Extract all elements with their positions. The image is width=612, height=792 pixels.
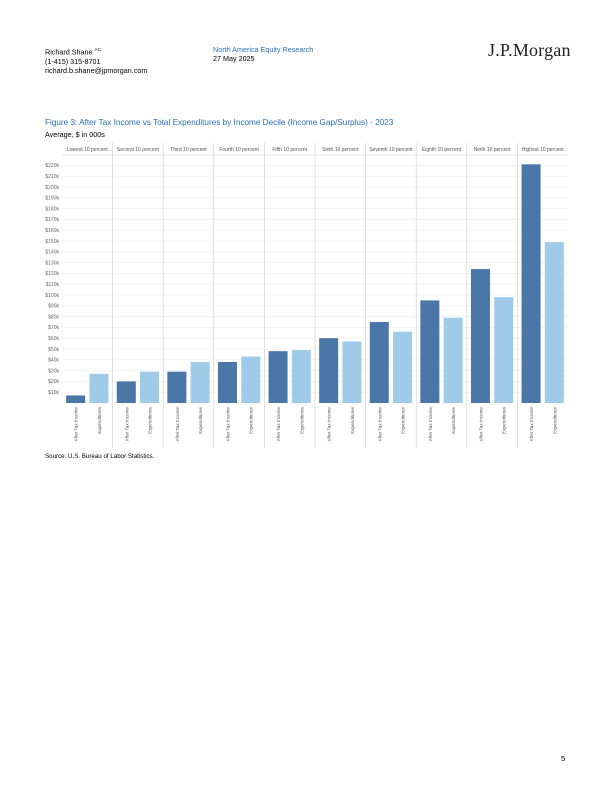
bar-expenditures [140,371,160,403]
y-tick-label: $220k [45,163,59,169]
bar-category-label: Expenditures [148,406,153,434]
group-label: Sixth 10 percent [322,147,359,153]
group-label: Ninth 10 percent [474,147,511,153]
y-tick-label: $40k [48,358,59,364]
y-tick-label: $150k [45,239,59,245]
bar-after-tax-income [167,371,187,403]
bar-after-tax-income [319,338,339,403]
bar-category-label: After Tax Income [428,407,433,442]
y-tick-label: $60k [48,336,59,342]
bar-expenditures [544,242,564,403]
bar-category-label: After Tax Income [175,407,180,442]
y-tick-label: $20k [48,379,59,385]
y-tick-label: $200k [45,185,59,191]
bar-category-label: Expenditures [502,406,507,434]
group-label: Fifth 10 percent [272,147,307,153]
report-block: North America Equity Research 27 May 202… [213,45,313,63]
report-name: North America Equity Research [213,45,314,54]
author-phone: (1-415) 315-8701 [45,56,101,66]
bar-after-tax-income [521,164,541,403]
y-tick-label: $100k [45,293,59,299]
y-tick-label: $110k [46,282,60,288]
source-note: Source: U.S. Bureau of Labor Statistics. [45,453,155,460]
bar-after-tax-income [217,361,237,403]
author-name: Richard Shane [45,47,93,57]
y-tick-label: $70k [48,325,59,331]
bar-category-label: After Tax Income [74,407,79,442]
bar-category-label: After Tax Income [327,407,332,442]
y-tick-label: $120k [45,271,59,277]
bar-after-tax-income [66,395,86,403]
y-tick-label: $90k [48,304,59,310]
bar-expenditures [89,373,109,403]
bar-category-label: After Tax Income [276,407,281,442]
bar-category-label: After Tax Income [225,407,230,442]
bar-expenditures [443,317,463,403]
bar-expenditures [291,350,311,403]
bar-category-label: After Tax Income [478,407,483,442]
report-date: 27 May 2025 [213,54,255,64]
bar-category-label: Expenditures [401,406,406,434]
figure-subtitle: Average, $ in 000s [45,130,105,139]
author-block: Richard Shane AC (1-415) 315-8701 richar… [45,45,147,75]
income-expenditure-chart: $10k $20k $30k $40k $50k $60k $70k $80k $90k $100… [45,143,568,448]
y-tick-label: $130k [45,260,59,266]
bar-category-label: Expenditures [552,406,557,434]
bar-after-tax-income [470,269,490,403]
y-tick-label: $50k [48,347,59,353]
y-tick-label: $30k [48,368,59,374]
group-label: Third 10 percent [170,147,207,153]
group-label: Second 10 percent [117,147,160,153]
bar-expenditures [190,361,210,403]
group-label: Fourth 10 percent [219,147,259,153]
y-tick-label: $210k [45,174,59,180]
group-label: Eighth 10 percent [422,147,462,153]
bar-category-label: After Tax Income [124,407,129,442]
bar-category-label: Expenditures [198,406,203,434]
bar-category-label: Expenditures [451,406,456,434]
bar-after-tax-income [116,381,136,403]
bar-after-tax-income [369,322,389,403]
jpmorgan-logo: J.P.Morgan [488,40,571,60]
y-tick-label: $140k [45,250,59,256]
bar-expenditures [393,331,413,403]
group-label: Seventh 10 percent [369,147,413,153]
bar-category-label: Expenditures [97,406,102,434]
y-tick-label: $190k [45,196,59,202]
group-label: Highest 10 percent [522,147,565,153]
group-label: Lowest 10 percent [67,147,108,153]
y-tick-label: $170k [45,217,59,223]
bar-after-tax-income [268,351,288,403]
bar-expenditures [494,297,514,403]
y-tick-label: $180k [45,206,59,212]
author-suffix: AC [94,47,101,52]
y-tick-label: $80k [48,314,59,320]
bar-category-label: Expenditures [299,406,304,434]
bar-expenditures [342,341,362,403]
bar-expenditures [241,356,261,403]
bar-category-label: Expenditures [249,406,254,434]
bar-category-label: After Tax Income [377,407,382,442]
bar-category-label: Expenditures [350,406,355,434]
y-tick-label: $160k [45,228,59,234]
bar-after-tax-income [420,300,440,403]
author-email[interactable]: richard.b.shane@jpmorgan.com [45,65,148,75]
y-tick-label: $10k [48,390,59,396]
page-number: 5 [561,754,566,763]
bar-category-label: After Tax Income [529,407,534,442]
figure-title: Figure 3: After Tax Income vs Total Expe… [45,118,394,127]
